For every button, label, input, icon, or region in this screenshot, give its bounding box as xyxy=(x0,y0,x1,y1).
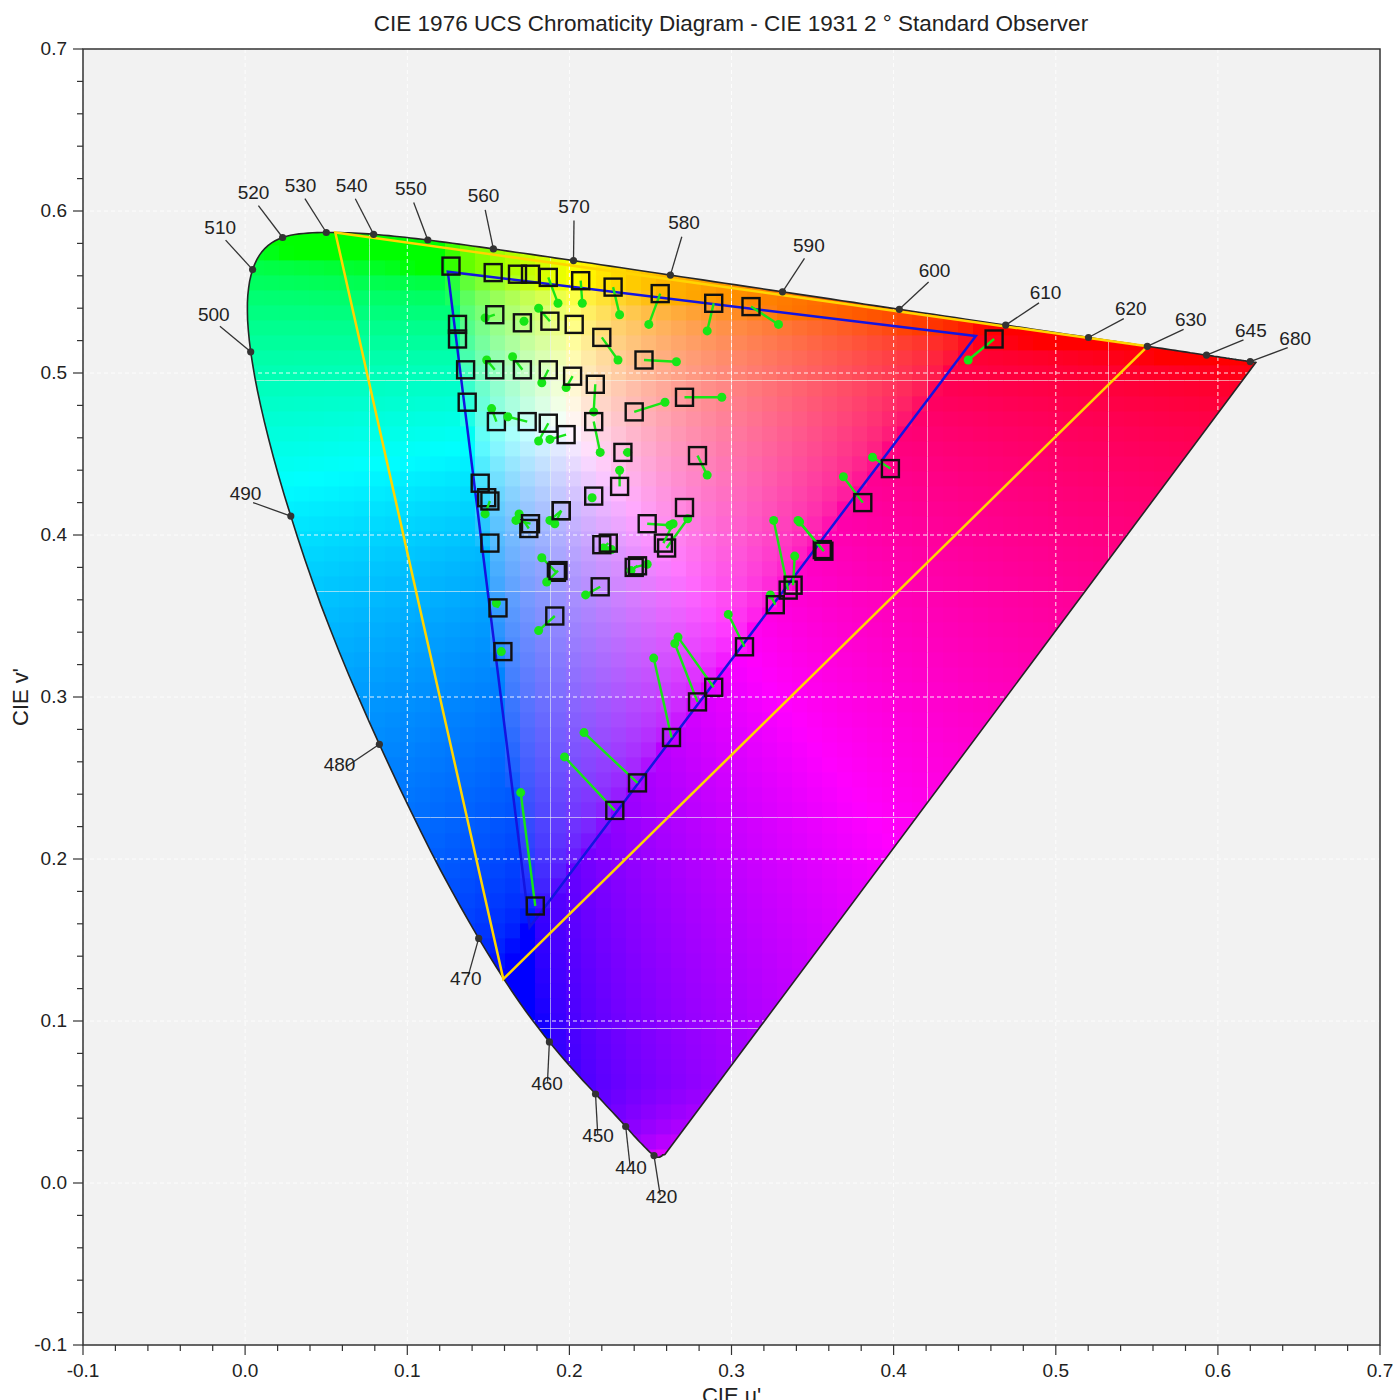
svg-text:480: 480 xyxy=(324,754,356,775)
svg-text:490: 490 xyxy=(230,483,262,504)
svg-text:580: 580 xyxy=(668,212,700,233)
svg-text:0.3: 0.3 xyxy=(718,1360,744,1381)
svg-text:0.1: 0.1 xyxy=(41,1010,67,1031)
svg-text:540: 540 xyxy=(336,175,368,196)
svg-text:460: 460 xyxy=(531,1073,563,1094)
svg-text:0.2: 0.2 xyxy=(556,1360,582,1381)
svg-text:510: 510 xyxy=(204,217,236,238)
svg-text:470: 470 xyxy=(450,968,482,989)
svg-text:600: 600 xyxy=(919,260,951,281)
svg-text:0.7: 0.7 xyxy=(41,38,67,59)
svg-text:-0.1: -0.1 xyxy=(34,1334,67,1355)
svg-text:0.5: 0.5 xyxy=(41,362,67,383)
svg-text:0.7: 0.7 xyxy=(1367,1360,1393,1381)
svg-text:0.0: 0.0 xyxy=(41,1172,67,1193)
svg-text:0.6: 0.6 xyxy=(1205,1360,1231,1381)
svg-text:0.4: 0.4 xyxy=(880,1360,907,1381)
svg-text:610: 610 xyxy=(1030,282,1062,303)
svg-text:0.1: 0.1 xyxy=(394,1360,420,1381)
svg-text:560: 560 xyxy=(468,185,500,206)
svg-text:0.4: 0.4 xyxy=(41,524,68,545)
svg-text:620: 620 xyxy=(1115,298,1147,319)
svg-text:CIE v': CIE v' xyxy=(8,668,33,726)
svg-text:0.0: 0.0 xyxy=(232,1360,258,1381)
svg-text:0.6: 0.6 xyxy=(41,200,67,221)
svg-text:0.2: 0.2 xyxy=(41,848,67,869)
svg-text:645: 645 xyxy=(1235,320,1267,341)
svg-text:CIE 1976 UCS Chromaticity Diag: CIE 1976 UCS Chromaticity Diagram - CIE … xyxy=(374,11,1089,36)
svg-text:680: 680 xyxy=(1279,328,1311,349)
svg-text:520: 520 xyxy=(238,182,270,203)
svg-text:500: 500 xyxy=(198,304,230,325)
svg-text:630: 630 xyxy=(1175,309,1207,330)
svg-text:450: 450 xyxy=(582,1125,614,1146)
svg-text:420: 420 xyxy=(646,1186,678,1207)
svg-text:0.3: 0.3 xyxy=(41,686,67,707)
svg-text:440: 440 xyxy=(615,1157,647,1178)
svg-text:570: 570 xyxy=(558,196,590,217)
svg-text:590: 590 xyxy=(793,235,825,256)
svg-text:530: 530 xyxy=(285,175,317,196)
svg-text:550: 550 xyxy=(395,178,427,199)
svg-text:0.5: 0.5 xyxy=(1043,1360,1069,1381)
svg-text:-0.1: -0.1 xyxy=(67,1360,100,1381)
svg-text:CIE u': CIE u' xyxy=(702,1383,761,1400)
